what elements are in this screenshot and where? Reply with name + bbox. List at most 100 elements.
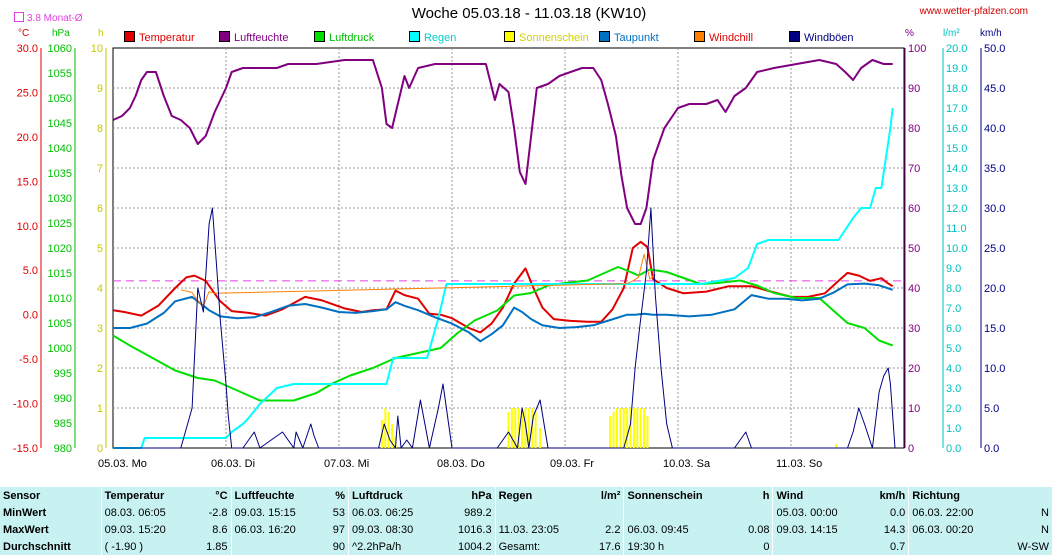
- table-cell: [735, 504, 773, 521]
- header-cell: %: [335, 489, 346, 502]
- x-tick-label: 07.03. Mi: [324, 458, 369, 470]
- humidity-tick-label: 90: [908, 83, 920, 95]
- header-cell: Temperatur: [100, 487, 194, 504]
- header-cell: °C: [215, 489, 228, 502]
- legend-swatch: [599, 31, 610, 42]
- pressure-axis-unit: hPa: [52, 28, 70, 39]
- sunshine-bar: [629, 408, 632, 448]
- pressure-tick-label: 1040: [48, 143, 72, 155]
- legend-swatch: [694, 31, 705, 42]
- temp-tick-label: 5.0: [23, 265, 38, 277]
- humidity-tick-label: 100: [908, 43, 926, 55]
- rain-tick-label: 4.0: [946, 363, 961, 375]
- x-tick-label: 06.03. Di: [211, 458, 255, 470]
- series-line-taupunkt: [113, 282, 894, 343]
- table-cell: ( -1.90 ): [100, 538, 194, 555]
- rain-tick-label: 17.0: [946, 103, 967, 115]
- wind-tick-label: 25.0: [984, 243, 1005, 255]
- site-link[interactable]: www.wetter-pfalzen.com: [919, 6, 1028, 17]
- table-cell: 09.03. 15:20: [100, 521, 194, 538]
- row-label: MaxWert: [3, 523, 49, 536]
- sunshine-bar: [517, 408, 520, 448]
- sunshine-bar: [514, 408, 517, 448]
- table-cell: 2.2: [605, 523, 621, 536]
- sunshine-bar: [626, 408, 629, 448]
- table-cell: ^2.2hPa/h: [348, 538, 441, 555]
- legend-swatch: [789, 31, 800, 42]
- legend-swatch: [504, 31, 515, 42]
- sunshine-bar: [521, 408, 524, 448]
- legend-item-luftdruck: Luftdruck: [314, 31, 374, 44]
- humidity-tick-label: 20: [908, 363, 920, 375]
- table-cell: 1.85: [206, 540, 228, 553]
- rain-tick-label: 7.0: [946, 303, 961, 315]
- temp-tick-label: 10.0: [17, 221, 38, 233]
- wind-tick-label: 10.0: [984, 363, 1005, 375]
- sunshine-bar: [636, 408, 639, 448]
- legend-swatch: [409, 31, 420, 42]
- table-cell: 09.03. 15:15: [230, 504, 324, 521]
- table-cell: N: [1041, 506, 1049, 519]
- sunshine-bar: [643, 408, 646, 448]
- wind-tick-label: 50.0: [984, 43, 1005, 55]
- pressure-tick-label: 980: [54, 443, 72, 455]
- rain-tick-label: 14.0: [946, 163, 967, 175]
- table-cell: [908, 538, 1001, 555]
- table-cell: Gesamt:: [494, 538, 587, 555]
- rain-tick-label: 1.0: [946, 423, 961, 435]
- row-label: MinWert: [3, 506, 47, 519]
- legend-label: Windchill: [709, 32, 754, 44]
- table-cell: 97: [332, 523, 346, 536]
- statistics-table: Sensor Temperatur °C Luftfeuchte % Luftd…: [0, 487, 1052, 555]
- wind-tick-label: 5.0: [984, 403, 999, 415]
- header-cell: Luftdruck: [348, 487, 441, 504]
- temp-tick-label: 20.0: [17, 132, 38, 144]
- table-cell: 1004.2: [457, 540, 492, 553]
- table-cell: [494, 504, 587, 521]
- table-cell: 14.3: [883, 523, 906, 536]
- header-cell: Sonnenschein: [623, 487, 736, 504]
- sunshine-bar: [391, 424, 394, 448]
- x-tick-label: 10.03. Sa: [663, 458, 711, 470]
- table-cell: [623, 504, 736, 521]
- rain-tick-label: 13.0: [946, 183, 967, 195]
- sunshine-bar: [835, 444, 838, 448]
- x-tick-label: 08.03. Do: [437, 458, 485, 470]
- legend-item-luftfeuchte: Luftfeuchte: [219, 31, 288, 44]
- rain-tick-label: 10.0: [946, 243, 967, 255]
- humidity-tick-label: 60: [908, 203, 920, 215]
- table-cell: 11.03. 23:05: [494, 521, 587, 538]
- x-tick-label: 11.03. So: [776, 458, 822, 470]
- legend-swatch: [124, 31, 135, 42]
- legend-label: Taupunkt: [614, 32, 659, 44]
- temp-tick-label: 30.0: [17, 43, 38, 55]
- table-cell: [586, 504, 624, 521]
- pressure-tick-label: 1025: [48, 218, 72, 230]
- table-cell: 06.03. 16:20: [230, 521, 324, 538]
- sun-axis-unit: h: [98, 28, 104, 39]
- rain-tick-label: 5.0: [946, 343, 961, 355]
- legend-item-windboeen: Windböen: [789, 31, 854, 44]
- table-cell: -2.8: [208, 506, 228, 519]
- table-cell: 06.03. 22:00: [908, 504, 1001, 521]
- weather-chart: 05.03. Mo 06.03. Di 07.03. Mi 08.03. Do 09.0…: [13, 28, 1006, 470]
- pressure-tick-label: 985: [54, 418, 72, 430]
- humidity-axis-unit: %: [905, 28, 914, 39]
- temp-tick-label: 0.0: [23, 310, 38, 322]
- wind-tick-label: 35.0: [984, 163, 1005, 175]
- series-line-regen: [113, 107, 894, 449]
- header-cell: l/m²: [600, 489, 621, 502]
- rain-tick-label: 6.0: [946, 323, 961, 335]
- pressure-tick-label: 1055: [48, 68, 72, 80]
- legend-label: Luftdruck: [329, 32, 375, 44]
- sunshine-bar: [646, 416, 649, 448]
- sun-tick-label: 10: [91, 43, 103, 55]
- legend-item-windchill: Windchill: [694, 31, 753, 44]
- wind-tick-label: 0.0: [984, 443, 999, 455]
- sunshine-bar: [539, 428, 542, 448]
- temp-axis-unit: °C: [18, 28, 29, 39]
- sun-tick-label: 7: [97, 163, 103, 175]
- table-cell: 06.03. 09:45: [623, 521, 736, 538]
- sunshine-bar: [615, 408, 618, 448]
- rain-tick-label: 16.0: [946, 123, 967, 135]
